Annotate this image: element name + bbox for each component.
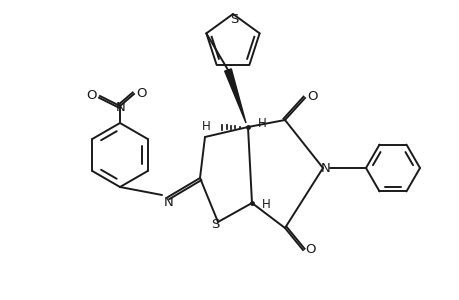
Text: N: N [116,100,126,113]
Polygon shape [224,69,246,123]
Text: S: S [210,218,218,232]
Text: O: O [305,244,316,256]
Text: O: O [87,88,97,101]
Text: H: H [257,116,266,130]
Text: O: O [307,89,318,103]
Text: O: O [136,86,147,100]
Text: H: H [261,199,270,212]
Text: H: H [201,119,210,133]
Text: S: S [230,13,238,26]
Text: N: N [320,161,330,175]
Text: N: N [164,196,174,209]
